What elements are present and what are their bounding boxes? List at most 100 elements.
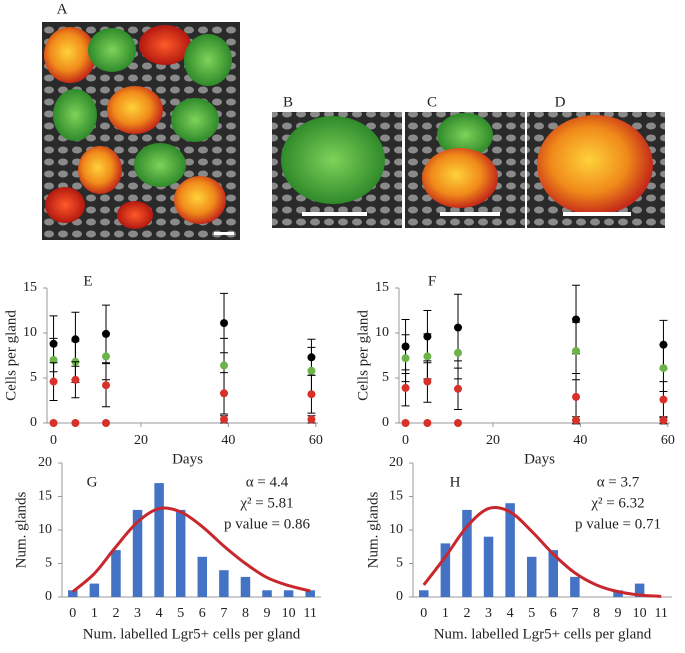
y-tick-label: 5 xyxy=(30,370,37,385)
y-axis-label: Cells per gland xyxy=(355,310,371,401)
point xyxy=(659,416,668,425)
micrograph-a xyxy=(42,22,240,240)
micrograph-d xyxy=(527,112,665,228)
x-tick-label: 40 xyxy=(221,433,235,448)
x-tick-label: 9 xyxy=(264,606,271,621)
x-tick-label: 11 xyxy=(303,606,316,621)
point xyxy=(659,364,668,373)
bar xyxy=(570,576,580,597)
panel-label: G xyxy=(87,474,98,490)
bar xyxy=(419,590,429,597)
x-tick-label: 7 xyxy=(571,606,578,621)
panel-label: B xyxy=(283,94,293,110)
panel-label: D xyxy=(555,94,566,110)
x-tick-label: 0 xyxy=(50,433,57,448)
annotation: χ² = 5.81 xyxy=(239,495,293,511)
y-tick-label: 5 xyxy=(382,370,389,385)
point xyxy=(423,419,432,427)
x-axis-label: Days xyxy=(172,451,203,467)
x-axis-label: Days xyxy=(524,451,555,467)
y-tick-label: 10 xyxy=(23,325,37,340)
bar xyxy=(219,570,229,597)
annotation: α = 4.4 xyxy=(246,474,289,490)
x-tick-label: 8 xyxy=(242,606,249,621)
bar xyxy=(440,543,451,597)
x-tick-label: 2 xyxy=(463,606,470,621)
x-tick-label: 10 xyxy=(282,606,296,621)
bar xyxy=(132,509,143,597)
bar xyxy=(154,483,164,597)
point xyxy=(454,384,463,393)
bar xyxy=(613,590,623,597)
x-tick-label: 40 xyxy=(573,433,587,448)
annotation: p value = 0.86 xyxy=(224,516,310,532)
bar xyxy=(634,583,645,597)
point xyxy=(423,377,432,386)
fit-curve xyxy=(71,506,311,593)
x-tick-label: 4 xyxy=(156,606,163,621)
bar xyxy=(68,590,78,597)
y-tick-label: 10 xyxy=(389,522,403,537)
x-tick-label: 20 xyxy=(486,433,500,448)
x-tick-label: 5 xyxy=(177,606,184,621)
bar xyxy=(526,556,537,597)
point xyxy=(49,356,58,364)
point xyxy=(401,419,410,427)
point xyxy=(454,419,463,427)
bar xyxy=(240,576,251,597)
bar xyxy=(462,509,472,597)
point xyxy=(49,377,58,386)
annotation: χ² = 6.32 xyxy=(590,495,644,511)
y-axis-label: Cells per gland xyxy=(3,310,19,401)
x-tick-label: 20 xyxy=(134,433,148,448)
bar xyxy=(505,503,515,597)
bar xyxy=(89,583,100,597)
x-tick-label: 0 xyxy=(69,606,76,621)
y-tick-label: 0 xyxy=(382,415,389,430)
point xyxy=(423,352,432,361)
x-tick-label: 60 xyxy=(661,433,675,448)
point xyxy=(572,392,581,401)
point xyxy=(659,395,668,404)
x-axis-label: Num. labelled Lgr5+ cells per gland xyxy=(83,626,301,642)
bar xyxy=(305,590,315,597)
y-tick-label: 0 xyxy=(30,415,37,430)
x-tick-label: 9 xyxy=(615,606,622,621)
point xyxy=(71,375,80,384)
y-tick-label: 10 xyxy=(38,522,52,537)
x-tick-label: 11 xyxy=(654,606,667,621)
bar xyxy=(197,556,208,597)
annotation: α = 3.7 xyxy=(597,474,640,490)
point xyxy=(307,390,316,399)
y-tick-label: 10 xyxy=(375,325,389,340)
y-tick-label: 15 xyxy=(389,489,403,504)
x-tick-label: 3 xyxy=(134,606,141,621)
x-tick-label: 5 xyxy=(528,606,535,621)
panel-label: H xyxy=(450,474,461,490)
y-axis-label: Num. glands xyxy=(13,492,29,569)
x-tick-label: 2 xyxy=(112,606,119,621)
y-tick-label: 20 xyxy=(389,455,403,470)
point xyxy=(572,347,581,355)
bar xyxy=(175,509,186,597)
x-tick-label: 6 xyxy=(199,606,206,621)
panel-label: F xyxy=(428,273,436,289)
micrograph-c xyxy=(405,112,525,228)
point xyxy=(401,354,410,363)
x-tick-label: 8 xyxy=(593,606,600,621)
point xyxy=(102,352,111,361)
fit-curve xyxy=(422,506,662,598)
x-tick-label: 0 xyxy=(420,606,427,621)
y-tick-label: 0 xyxy=(45,589,52,604)
y-axis-label: Num. glands xyxy=(365,492,381,569)
bar xyxy=(283,590,294,597)
x-tick-label: 4 xyxy=(507,606,514,621)
panel-label: A xyxy=(57,1,68,17)
x-tick-label: 3 xyxy=(485,606,492,621)
y-tick-label: 15 xyxy=(375,280,389,295)
point xyxy=(102,419,111,427)
y-tick-label: 15 xyxy=(23,280,37,295)
x-tick-label: 10 xyxy=(633,606,647,621)
micrograph-b xyxy=(272,112,402,228)
